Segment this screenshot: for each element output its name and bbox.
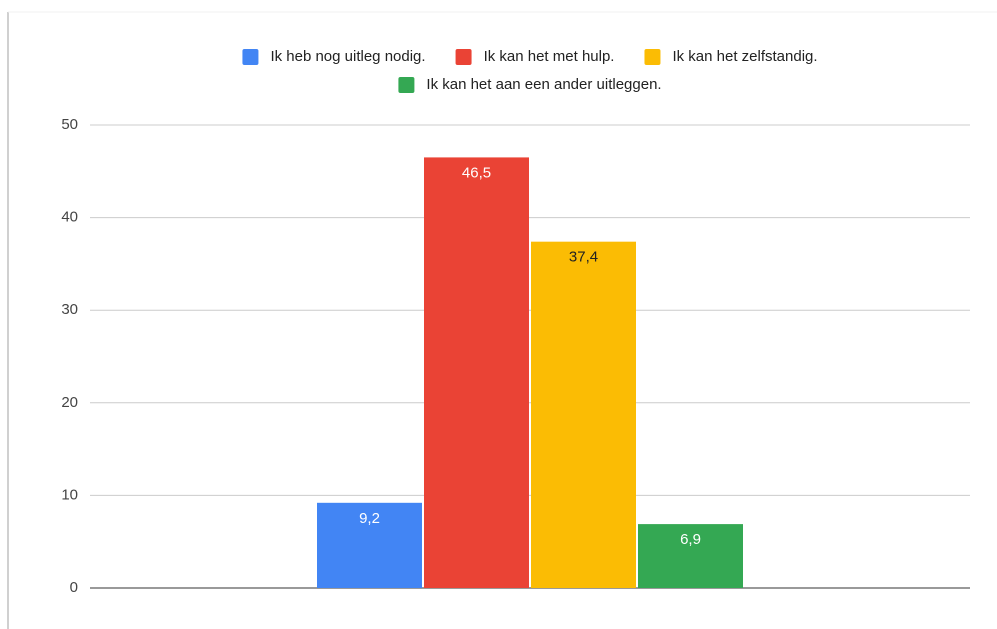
legend-label: Ik kan het aan een ander uitleggen. [426, 76, 661, 93]
legend-swatch [398, 77, 415, 93]
y-tick-label: 50 [61, 116, 78, 133]
legend-label: Ik kan het met hulp. [484, 48, 615, 65]
legend-swatch [455, 49, 472, 65]
y-tick-label: 40 [61, 209, 78, 226]
y-tick-label: 10 [61, 486, 78, 503]
value-label: 46,5 [462, 164, 491, 181]
bar [317, 502, 422, 588]
bar [424, 157, 529, 588]
bar [531, 241, 636, 588]
y-tick-label: 30 [61, 301, 78, 318]
y-tick-label: 0 [70, 579, 78, 596]
value-label: 37,4 [569, 249, 598, 266]
legend-label: Ik heb nog uitleg nodig. [270, 48, 425, 65]
y-tick-label: 20 [61, 394, 78, 411]
legend-label: Ik kan het zelfstandig. [672, 48, 817, 65]
value-label: 9,2 [359, 510, 380, 527]
value-label: 6,9 [680, 531, 701, 548]
legend-swatch [242, 49, 259, 65]
bar [638, 524, 743, 588]
legend-swatch [644, 49, 661, 65]
